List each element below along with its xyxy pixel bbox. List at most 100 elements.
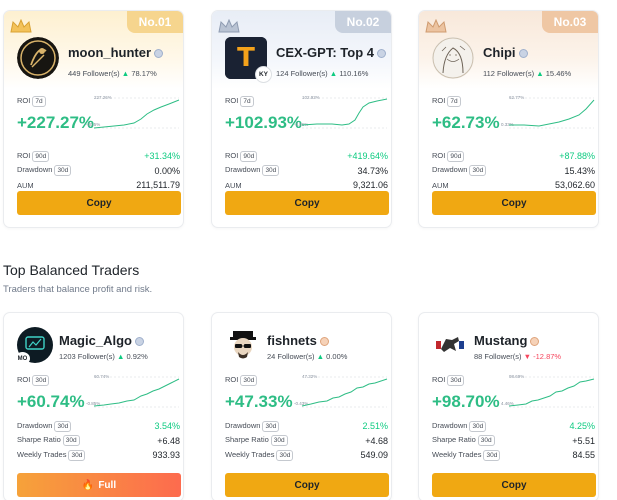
trader-card-3[interactable]: No.03 Chipi 112 Follower(s) ▲ 15.46% ROI…: [418, 10, 599, 228]
rank-badge: No.01: [127, 11, 183, 33]
full-button[interactable]: 🔥 Full: [17, 473, 181, 497]
roi-value: +47.33%: [225, 392, 293, 411]
copy-button[interactable]: Copy: [432, 473, 596, 497]
copy-button[interactable]: Copy: [17, 191, 181, 215]
roi-label: ROI 30d: [432, 375, 465, 386]
badge-icon: [134, 337, 144, 347]
stat-row: Drawdown 30d 0.00%: [17, 165, 180, 177]
balanced-trader-card-1[interactable]: MO Magic_Algo 1203 Follower(s) ▲ 0.92% R…: [3, 312, 184, 500]
badge-icon: [518, 49, 528, 59]
stat-row: AUM 9,321.06: [225, 180, 388, 191]
spark-max-label: 60.74%: [94, 374, 110, 379]
stats-table: ROI 90d +31.34% Drawdown 30d 0.00% AUM 211,51…: [17, 149, 180, 193]
stat-row: ROI 90d +87.88%: [432, 150, 595, 162]
roi-label: ROI 7d: [225, 96, 254, 107]
triangle-up-icon: ▲: [121, 69, 130, 78]
stat-row: Sharpe Ratio 30d +6.48: [17, 435, 180, 447]
triangle-up-icon: ▲: [536, 69, 544, 78]
stat-row: AUM 211,511.79: [17, 180, 180, 191]
spark-min-label: -3.86%: [294, 122, 309, 127]
stat-row: Drawdown 30d 2.51%: [225, 420, 388, 432]
roi-value: +60.74%: [17, 392, 85, 411]
stats-table: Drawdown 30d 4.25% Sharpe Ratio 30d +5.51 We…: [432, 419, 595, 463]
roi-sparkline: [508, 376, 595, 408]
avatar-badge: MO: [15, 352, 30, 365]
roi-sparkline: [509, 97, 595, 129]
avatar-badge: KY: [255, 66, 272, 83]
moon-hunter-avatar-icon: [17, 37, 59, 79]
balanced-trader-card-2[interactable]: fishnets 24 Follower(s) ▲ 0.00% ROI 30d +…: [211, 312, 392, 500]
roi-sparkline: [93, 376, 180, 408]
roi-value: +62.73%: [432, 113, 500, 132]
trader-card-2[interactable]: No.02 T KY CEX-GPT: Top 4 124 Follower(s…: [211, 10, 392, 228]
balanced-trader-card-3[interactable]: Mustang 88 Follower(s) ▼ -12.87% ROI 30d …: [418, 312, 599, 500]
follower-info: 1203 Follower(s) ▲ 0.92%: [59, 352, 148, 361]
follower-info: 124 Follower(s) ▲ 110.16%: [276, 69, 369, 78]
stats-table: ROI 90d +87.88% Drawdown 30d 15.43% AUM 53,06…: [432, 149, 595, 193]
follower-info: 449 Follower(s) ▲ 78.17%: [68, 69, 157, 78]
spark-min-label: 0.33%: [501, 122, 514, 127]
spark-max-label: 227.26%: [94, 95, 112, 100]
avatar[interactable]: [17, 37, 59, 79]
spark-max-label: 47.32%: [302, 374, 318, 379]
stat-row: Weekly Trades 30d 933.93: [17, 449, 180, 461]
stats-table: Drawdown 30d 2.51% Sharpe Ratio 30d +4.68 We…: [225, 419, 388, 463]
chipi-avatar-icon: [432, 37, 474, 79]
rank-badge: No.03: [542, 11, 598, 33]
trader-name[interactable]: fishnets: [267, 333, 329, 348]
stat-row: Drawdown 30d 15.43%: [432, 165, 595, 177]
fire-icon: 🔥: [81, 479, 95, 491]
badge-icon: [154, 49, 164, 59]
roi-value: +102.93%: [225, 113, 303, 132]
triangle-up-icon: ▲: [316, 352, 325, 361]
follower-info: 112 Follower(s) ▲ 15.46%: [483, 69, 572, 78]
avatar[interactable]: MO: [15, 327, 53, 365]
badge-icon: [530, 337, 540, 347]
spark-min-label: 4.46%: [501, 401, 514, 406]
badge-icon: [319, 337, 329, 347]
follower-info: 24 Follower(s) ▲ 0.00%: [267, 352, 348, 361]
roi-sparkline: [93, 97, 180, 129]
stat-row: Drawdown 30d 4.25%: [432, 420, 595, 432]
badge-icon: [376, 49, 386, 59]
stat-row: Weekly Trades 30d 84.55: [432, 449, 595, 461]
crown-icon: [10, 19, 32, 33]
stats-table: Drawdown 30d 3.54% Sharpe Ratio 30d +6.48 We…: [17, 419, 180, 463]
roi-value: +227.27%: [17, 113, 95, 132]
fishnets-avatar-icon: [225, 327, 261, 363]
stat-row: AUM 53,062.60: [432, 180, 595, 191]
triangle-down-icon: ▼: [523, 352, 532, 361]
crown-icon: [218, 19, 240, 33]
avatar[interactable]: [432, 327, 468, 363]
mustang-avatar-icon: [432, 327, 468, 363]
spark-max-label: 62.77%: [509, 95, 525, 100]
roi-sparkline: [301, 97, 388, 129]
roi-label: ROI 30d: [17, 375, 50, 386]
stat-row: Sharpe Ratio 30d +5.51: [432, 435, 595, 447]
spark-min-label: -0.85%: [86, 401, 101, 406]
trader-name[interactable]: Magic_Algo: [59, 333, 144, 348]
rank-badge: No.02: [335, 11, 391, 33]
spark-max-label: 102.93%: [302, 95, 320, 100]
trader-card-1[interactable]: No.01 moon_hunter 449 Follower(s) ▲ 78.1…: [3, 10, 184, 228]
copy-button[interactable]: Copy: [225, 473, 389, 497]
trader-name[interactable]: CEX-GPT: Top 4: [276, 45, 386, 60]
roi-sparkline: [301, 376, 388, 408]
roi-label: ROI 30d: [225, 375, 258, 386]
roi-label: ROI 7d: [17, 96, 46, 107]
stat-row: Drawdown 30d 34.73%: [225, 165, 388, 177]
avatar[interactable]: [432, 37, 474, 79]
trader-name[interactable]: moon_hunter: [68, 45, 164, 60]
stat-row: Sharpe Ratio 30d +4.68: [225, 435, 388, 447]
trader-name[interactable]: Mustang: [474, 333, 540, 348]
copy-button[interactable]: Copy: [225, 191, 389, 215]
avatar[interactable]: T KY: [225, 37, 272, 83]
copy-button[interactable]: Copy: [432, 191, 596, 215]
triangle-up-icon: ▲: [329, 69, 338, 78]
stat-row: Drawdown 30d 3.54%: [17, 420, 180, 432]
avatar[interactable]: [225, 327, 261, 363]
triangle-up-icon: ▲: [116, 352, 125, 361]
spark-min-label: -20.5%: [86, 122, 101, 127]
roi-value: +98.70%: [432, 392, 500, 411]
trader-name[interactable]: Chipi: [483, 45, 528, 60]
